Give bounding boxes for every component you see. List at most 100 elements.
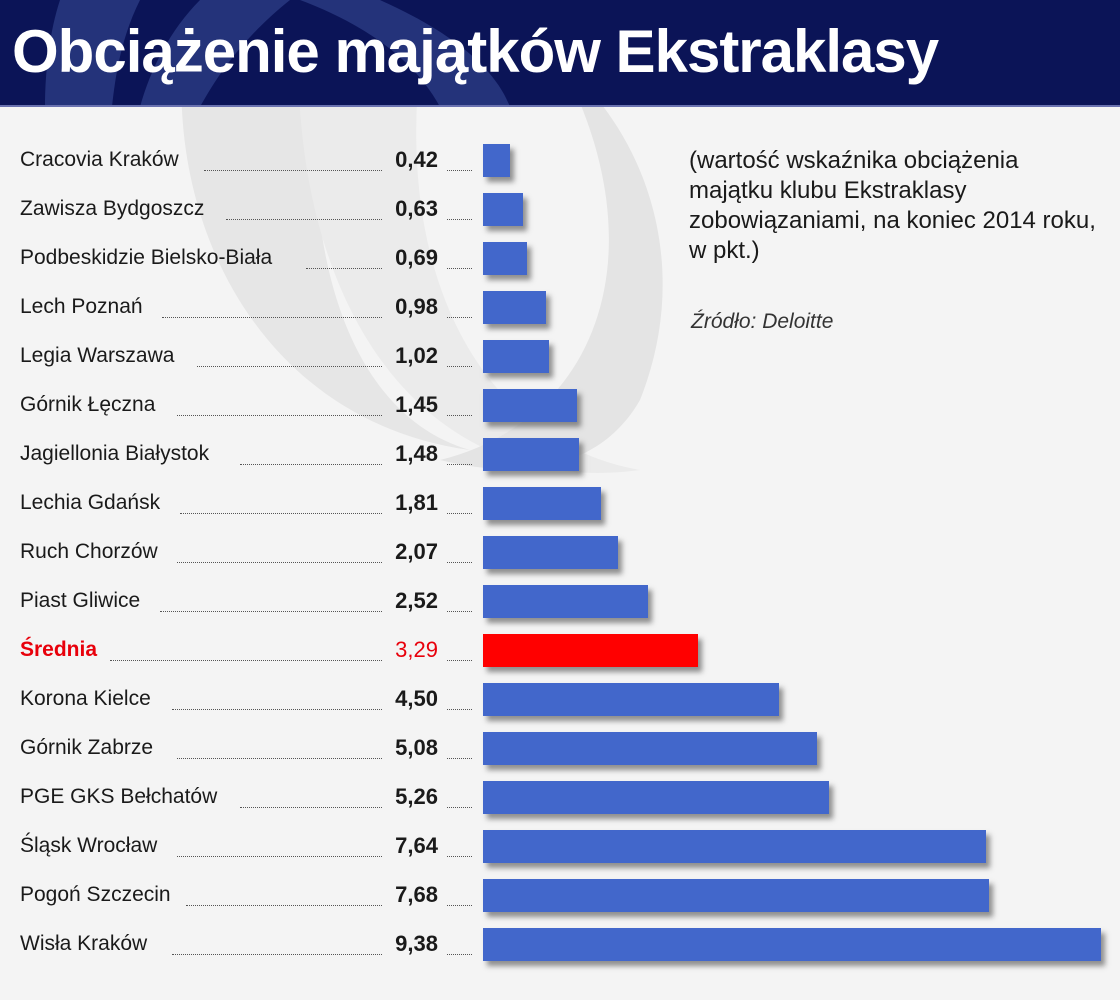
leader-dots [204, 170, 382, 171]
leader-dots [186, 905, 382, 906]
page-title: Obciążenie majątków Ekstraklasy [12, 18, 939, 85]
leader-dots [162, 317, 382, 318]
leader-dots [226, 219, 382, 220]
row-value: 0,42 [395, 147, 438, 172]
row-value: 0,63 [395, 196, 438, 221]
row-value: 0,69 [395, 245, 438, 270]
leader-dots [177, 562, 382, 563]
row-value: 2,07 [395, 539, 438, 564]
leader-dots [447, 807, 472, 808]
bar [483, 732, 817, 765]
source-note: Źródło: Deloitte [691, 310, 834, 333]
row-label: Legia Warszawa [20, 344, 175, 367]
row-label: Lech Poznań [20, 295, 143, 318]
leader-dots [447, 415, 472, 416]
chart-row: Jagiellonia Białystok 1,48 [0, 434, 1120, 474]
leader-dots [110, 660, 382, 661]
row-label: Wisła Kraków [20, 932, 148, 955]
leader-dots [177, 415, 382, 416]
leader-dots [447, 611, 472, 612]
leader-dots [172, 709, 382, 710]
row-value: 1,48 [395, 441, 438, 466]
chart-row: Śląsk Wrocław 7,64 [0, 826, 1120, 866]
row-label: Ruch Chorzów [20, 540, 158, 563]
row-value: 1,45 [395, 392, 438, 417]
bar [483, 291, 546, 324]
chart-row: Ruch Chorzów 2,07 [0, 532, 1120, 572]
row-label: Śląsk Wrocław [20, 834, 158, 857]
row-value: 4,50 [395, 686, 438, 711]
row-value: 1,81 [395, 490, 438, 515]
row-label: Średnia [20, 638, 98, 661]
row-value: 5,26 [395, 784, 438, 809]
row-value: 7,68 [395, 882, 438, 907]
row-label: Pogoń Szczecin [20, 883, 171, 906]
leader-dots [177, 758, 382, 759]
row-label: Lechia Gdańsk [20, 491, 161, 514]
leader-dots [447, 660, 472, 661]
row-value: 0,98 [395, 294, 438, 319]
leader-dots [447, 513, 472, 514]
chart-row: Podbeskidzie Bielsko-Biała 0,69 [0, 238, 1120, 278]
leader-dots [447, 464, 472, 465]
leader-dots [240, 464, 382, 465]
leader-dots [177, 856, 382, 857]
row-label: PGE GKS Bełchatów [20, 785, 218, 808]
chart-row: Legia Warszawa 1,02 [0, 336, 1120, 376]
bar [483, 536, 618, 569]
bar [483, 438, 579, 471]
row-label: Górnik Łęczna [20, 393, 156, 416]
bar [483, 193, 523, 226]
title-banner: Obciążenie majątków Ekstraklasy [0, 0, 1120, 107]
bar [483, 389, 577, 422]
leader-dots [447, 856, 472, 857]
leader-dots [447, 562, 472, 563]
row-label: Górnik Zabrze [20, 736, 154, 759]
leader-dots [447, 905, 472, 906]
chart-row: Piast Gliwice 2,52 [0, 581, 1120, 621]
leader-dots [447, 268, 472, 269]
chart-row: Zawisza Bydgoszcz 0,63 [0, 189, 1120, 229]
leader-dots [447, 317, 472, 318]
chart-row: Lech Poznań 0,98 [0, 287, 1120, 327]
leader-dots [180, 513, 382, 514]
bar [483, 879, 989, 912]
chart-row: Korona Kielce 4,50 [0, 679, 1120, 719]
chart-row: Górnik Łęczna 1,45 [0, 385, 1120, 425]
chart-row-average: Średnia 3,29 [0, 630, 1120, 670]
leader-dots [447, 170, 472, 171]
leader-dots [447, 954, 472, 955]
bar [483, 928, 1101, 961]
chart-row: Lechia Gdańsk 1,81 [0, 483, 1120, 523]
bar [483, 144, 510, 177]
row-value: 3,29 [395, 637, 438, 662]
row-label: Podbeskidzie Bielsko-Biała [20, 246, 273, 269]
leader-dots [447, 709, 472, 710]
row-label: Cracovia Kraków [20, 148, 179, 171]
row-label: Piast Gliwice [20, 589, 141, 612]
row-label: Zawisza Bydgoszcz [20, 197, 205, 220]
leader-dots [160, 611, 382, 612]
row-value: 7,64 [395, 833, 438, 858]
average-bar [483, 634, 698, 667]
row-value: 2,52 [395, 588, 438, 613]
bar [483, 340, 549, 373]
bar [483, 781, 829, 814]
chart-row: Wisła Kraków 9,38 [0, 924, 1120, 964]
chart-row: PGE GKS Bełchatów 5,26 [0, 777, 1120, 817]
bar [483, 242, 527, 275]
leader-dots [172, 954, 382, 955]
row-value: 1,02 [395, 343, 438, 368]
leader-dots [240, 807, 382, 808]
bar [483, 683, 779, 716]
bar [483, 585, 648, 618]
bar [483, 830, 986, 863]
bar [483, 487, 601, 520]
chart-row: Górnik Zabrze 5,08 [0, 728, 1120, 768]
chart-row: Pogoń Szczecin 7,68 [0, 875, 1120, 915]
chart-row: Cracovia Kraków 0,42 [0, 140, 1120, 180]
row-label: Jagiellonia Białystok [20, 442, 210, 465]
leader-dots [447, 366, 472, 367]
leader-dots [447, 758, 472, 759]
leader-dots [306, 268, 382, 269]
